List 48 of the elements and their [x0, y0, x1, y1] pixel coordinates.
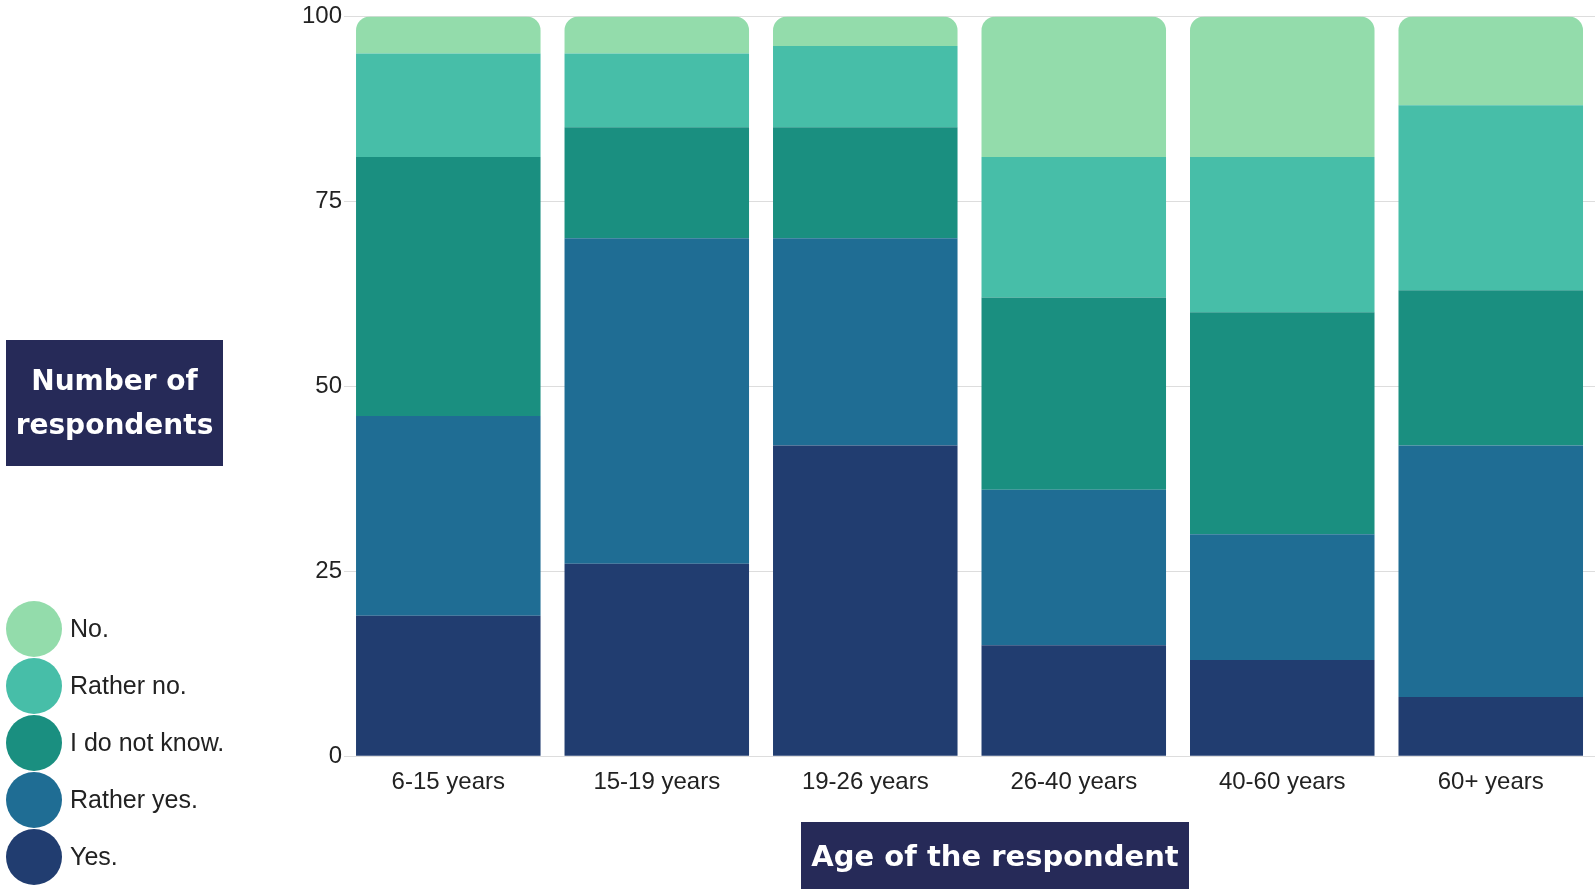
x-tick-label: 19-26 years: [801, 767, 929, 795]
bar: [356, 16, 541, 54]
y-tick-label: 0: [328, 740, 343, 768]
x-tick-label: 26-40 years: [1010, 767, 1138, 795]
bar: [981, 489, 1167, 646]
bar: [1398, 697, 1584, 756]
bar: [1398, 445, 1584, 698]
x-tick-label: 60+ years: [1437, 767, 1544, 795]
bar: [1190, 534, 1375, 661]
y-tick-label: 25: [315, 555, 343, 583]
bar: [356, 415, 541, 616]
bar: [356, 53, 541, 157]
bar: [1398, 16, 1584, 106]
bar: [564, 16, 750, 54]
bar: [564, 127, 750, 239]
legend-label: I do not know.: [70, 728, 225, 757]
bar: [773, 445, 958, 756]
x-tick-label: 40-60 years: [1218, 767, 1346, 795]
bar: [1190, 16, 1375, 157]
y-tick-label: 100: [302, 1, 343, 29]
legend-label: No.: [70, 614, 109, 643]
bar: [564, 238, 750, 564]
bar: [981, 297, 1167, 490]
legend-label: Rather no.: [70, 671, 187, 700]
legend-label: Yes.: [70, 842, 118, 871]
bar: [1190, 660, 1375, 756]
bar: [981, 156, 1167, 298]
y-tick-label: 50: [315, 370, 343, 398]
bar: [1398, 105, 1584, 291]
bar: [981, 645, 1167, 756]
bar: [564, 53, 750, 128]
bar: [773, 127, 958, 239]
bar: [1398, 290, 1584, 446]
bar: [773, 16, 958, 46]
y-axis-title: Number of respondents: [6, 340, 223, 466]
bar: [564, 563, 750, 756]
bar: [1190, 156, 1375, 313]
bar: [981, 16, 1167, 157]
bar: [1190, 312, 1375, 535]
x-axis-title: Age of the respondent: [801, 822, 1189, 889]
x-tick-label: 15-19 years: [593, 767, 721, 795]
legend-label: Rather yes.: [70, 785, 198, 814]
bar: [356, 156, 541, 416]
bar: [773, 238, 958, 446]
bar: [356, 615, 541, 756]
bar: [773, 45, 958, 128]
y-tick-label: 75: [315, 185, 343, 213]
x-tick-label: 6-15 years: [391, 767, 505, 795]
